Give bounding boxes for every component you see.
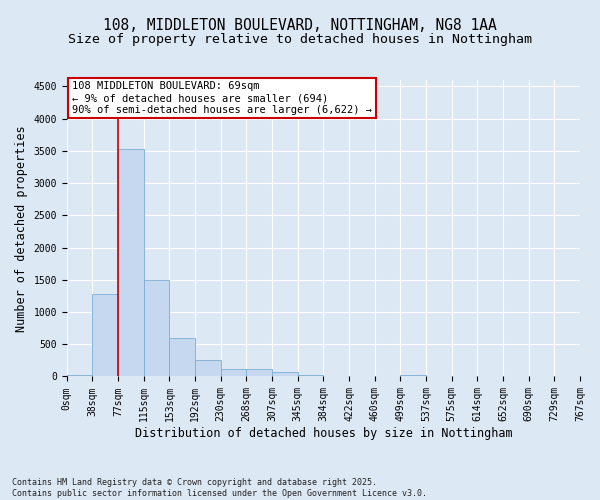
Y-axis label: Number of detached properties: Number of detached properties [15, 125, 28, 332]
Bar [169, 338, 195, 376]
Bar [195, 360, 221, 376]
Bar [144, 280, 169, 376]
Bar [247, 368, 272, 376]
Bar [400, 374, 426, 376]
Bar [67, 374, 92, 376]
Bar [272, 372, 298, 376]
Text: 108 MIDDLETON BOULEVARD: 69sqm
← 9% of detached houses are smaller (694)
90% of : 108 MIDDLETON BOULEVARD: 69sqm ← 9% of d… [72, 82, 372, 114]
Bar [118, 149, 144, 376]
Bar [221, 368, 247, 376]
Text: Contains HM Land Registry data © Crown copyright and database right 2025.
Contai: Contains HM Land Registry data © Crown c… [12, 478, 427, 498]
X-axis label: Distribution of detached houses by size in Nottingham: Distribution of detached houses by size … [134, 427, 512, 440]
Bar [298, 374, 323, 376]
Text: Size of property relative to detached houses in Nottingham: Size of property relative to detached ho… [68, 32, 532, 46]
Bar [92, 294, 118, 376]
Text: 108, MIDDLETON BOULEVARD, NOTTINGHAM, NG8 1AA: 108, MIDDLETON BOULEVARD, NOTTINGHAM, NG… [103, 18, 497, 32]
